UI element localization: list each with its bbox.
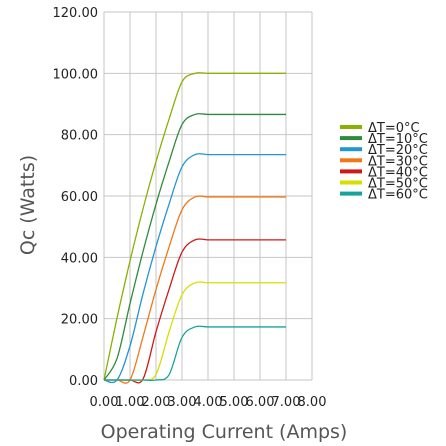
series-line-6 <box>103 325 287 382</box>
legend-label: ΔT=50°C <box>368 177 428 192</box>
legend-swatch <box>340 136 362 141</box>
legend-swatch <box>340 180 362 185</box>
x-tick-label: 7.00 <box>272 395 301 410</box>
legend: ΔT=0°CΔT=10°CΔT=20°CΔT=30°CΔT=40°CΔT=50°… <box>340 121 428 203</box>
legend-label: ΔT=30°C <box>368 154 428 169</box>
series-line-2 <box>103 153 286 384</box>
x-axis-title: Operating Current (Amps) <box>101 421 348 443</box>
legend-swatch <box>340 191 362 196</box>
x-tick-label: 8.00 <box>298 395 327 410</box>
y-tick-label: 0.00 <box>69 374 98 389</box>
x-tick-label: 0.00 <box>90 395 119 410</box>
x-tick-labels: 0.001.002.003.004.005.006.007.008.00 <box>90 395 327 410</box>
series-line-1 <box>103 113 286 381</box>
x-tick-label: 5.00 <box>220 395 249 410</box>
series-line-4 <box>103 238 286 384</box>
legend-label: ΔT=0°C <box>368 121 420 136</box>
x-tick-label: 2.00 <box>142 395 171 410</box>
legend-label: ΔT=20°C <box>368 143 428 158</box>
legend-swatch <box>340 147 362 152</box>
legend-label: ΔT=10°C <box>368 132 428 147</box>
legend-label: ΔT=40°C <box>368 165 428 180</box>
x-tick-label: 4.00 <box>194 395 223 410</box>
y-tick-label: 100.00 <box>53 67 99 82</box>
x-tick-label: 3.00 <box>168 395 197 410</box>
legend-swatch <box>340 125 362 129</box>
y-tick-label: 80.00 <box>61 129 98 144</box>
series-lines <box>103 72 287 384</box>
x-tick-label: 6.00 <box>246 395 275 410</box>
legend-label: ΔT=60°C <box>368 188 428 203</box>
legend-swatch <box>340 158 362 163</box>
y-tick-labels: 0.00 20.00 40.00 60.00 80.00 100.00 120.00 <box>53 6 99 389</box>
y-tick-label: 60.00 <box>61 190 98 205</box>
series-line-0 <box>103 72 286 381</box>
y-tick-label: 20.00 <box>61 313 98 328</box>
series-line-3 <box>103 195 286 384</box>
y-tick-label: 40.00 <box>61 251 98 266</box>
y-tick-label: 120.00 <box>53 6 99 21</box>
x-tick-label: 1.00 <box>116 395 145 410</box>
legend-swatch <box>340 169 362 174</box>
y-axis-title: Qc (Watts) <box>17 155 39 255</box>
